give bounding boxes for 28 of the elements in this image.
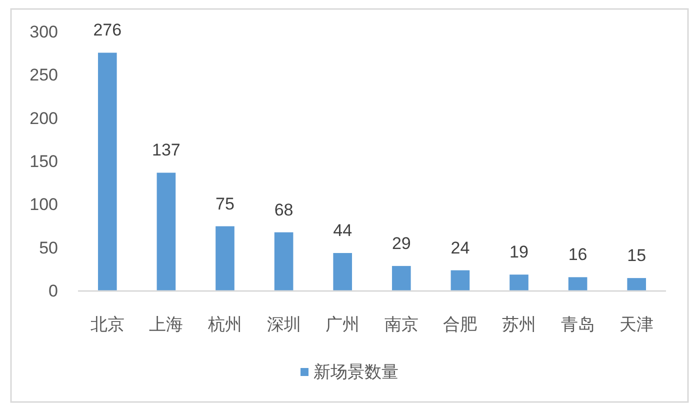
data-label: 19 <box>510 242 528 262</box>
data-label: 29 <box>392 234 411 253</box>
y-tick-label: 250 <box>30 66 58 85</box>
x-tick-label: 北京 <box>90 315 124 334</box>
legend-label: 新场景数量 <box>314 362 398 382</box>
y-tick-label: 100 <box>30 195 58 214</box>
x-tick-label: 广州 <box>326 315 360 334</box>
data-label: 24 <box>450 238 470 258</box>
data-label: 276 <box>93 20 122 40</box>
x-tick-label: 深圳 <box>266 315 301 334</box>
x-tick-label: 青岛 <box>560 315 595 334</box>
data-label: 16 <box>568 245 588 264</box>
y-tick-label: 300 <box>30 22 58 42</box>
x-tick-label: 合肥 <box>443 315 478 334</box>
x-tick-label: 上海 <box>149 315 184 334</box>
y-tick-label: 200 <box>30 108 58 128</box>
data-label: 15 <box>627 246 646 266</box>
y-tick-label: 0 <box>48 282 58 300</box>
data-label: 68 <box>274 200 294 220</box>
x-tick-label: 天津 <box>620 315 654 334</box>
x-tick-label: 杭州 <box>208 315 242 334</box>
x-tick-label: 苏州 <box>502 315 536 334</box>
data-label: 75 <box>216 194 234 214</box>
x-tick-label: 南京 <box>384 315 418 334</box>
y-tick-label: 50 <box>39 238 58 258</box>
y-tick-label: 150 <box>30 152 58 171</box>
data-label: 137 <box>152 140 180 160</box>
data-label: 44 <box>333 221 352 240</box>
